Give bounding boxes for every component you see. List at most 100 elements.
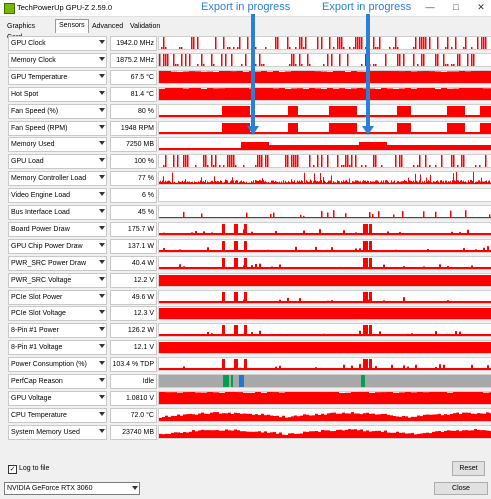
sensor-label-dropdown[interactable]: Memory Clock bbox=[8, 52, 107, 68]
sensor-label: Power Consumption (%) bbox=[11, 361, 87, 369]
sensor-label-dropdown[interactable]: PCIe Slot Power bbox=[8, 289, 107, 305]
chevron-down-icon bbox=[99, 107, 105, 112]
sensor-graph bbox=[158, 205, 491, 219]
sensor-label-dropdown[interactable]: 8-Pin #1 Power bbox=[8, 323, 107, 339]
sensor-row: 8-Pin #1 Power 126.2 W bbox=[6, 323, 491, 339]
sensor-label-dropdown[interactable]: PWR_SRC Voltage bbox=[8, 272, 107, 288]
sensor-row: PCIe Slot Power 49.6 W bbox=[6, 289, 491, 305]
sensor-value-box: 72.0 °C bbox=[110, 407, 157, 423]
sensor-label: Fan Speed (%) bbox=[11, 107, 59, 115]
tab-graphics-card[interactable]: Graphics Card bbox=[7, 23, 36, 41]
export-annotation: Export in progress bbox=[322, 1, 412, 13]
chevron-down-icon bbox=[99, 394, 105, 399]
sensor-label: Memory Controller Load bbox=[11, 175, 87, 183]
sensor-graph bbox=[158, 36, 491, 50]
sensor-label-dropdown[interactable]: Fan Speed (RPM) bbox=[8, 120, 107, 136]
sensor-graph bbox=[158, 221, 491, 236]
chevron-down-icon bbox=[99, 378, 105, 382]
sensor-row: PWR_SRC Voltage 12.2 V bbox=[6, 272, 491, 288]
sensor-label: PWR_SRC Power Draw bbox=[11, 259, 87, 267]
chevron-down-icon bbox=[99, 175, 105, 180]
sensor-row: Bus Interface Load 45 % bbox=[6, 205, 491, 220]
sensor-label: GPU Clock bbox=[11, 40, 46, 47]
sensor-value-box: 6 % bbox=[110, 188, 157, 204]
chevron-down-icon bbox=[99, 310, 105, 315]
checkbox-box[interactable]: ✓ bbox=[8, 465, 17, 474]
tab-advanced[interactable]: Advanced bbox=[92, 23, 124, 30]
sensor-value: 12.1 V bbox=[133, 344, 154, 352]
chevron-down-icon bbox=[99, 428, 105, 433]
sensor-label-dropdown[interactable]: Fan Speed (%) bbox=[8, 103, 107, 119]
sensor-graph bbox=[158, 154, 491, 169]
sensor-label-dropdown[interactable]: Power Consumption (%) bbox=[8, 357, 107, 373]
sensor-label-dropdown[interactable]: PCIe Slot Voltage bbox=[8, 306, 107, 322]
tab-sensors[interactable]: Sensors bbox=[55, 19, 89, 33]
sensor-label-dropdown[interactable]: Video Engine Load bbox=[8, 188, 107, 204]
chevron-down-icon bbox=[99, 56, 105, 61]
sensor-value-box: 49.6 W bbox=[110, 289, 157, 305]
sensor-label: 8-Pin #1 Power bbox=[11, 327, 59, 335]
sensor-label: Board Power Draw bbox=[11, 225, 70, 233]
sensor-label-dropdown[interactable]: PerfCap Reason bbox=[8, 374, 107, 389]
sensor-label: Video Engine Load bbox=[11, 192, 71, 200]
reset-button[interactable]: Reset bbox=[452, 461, 485, 476]
sensor-row: PerfCap Reason Idle bbox=[6, 374, 491, 389]
chevron-down-icon bbox=[99, 225, 105, 230]
sensor-value: 23740 MB bbox=[122, 428, 154, 436]
sensor-label-dropdown[interactable]: GPU Voltage bbox=[8, 390, 107, 406]
sensor-value-box: 12.1 V bbox=[110, 340, 157, 356]
sensor-label-dropdown[interactable]: GPU Clock bbox=[8, 36, 107, 51]
sensor-value-box: 67.5 °C bbox=[110, 69, 157, 85]
sensor-value-box: 175.7 W bbox=[110, 221, 157, 237]
sensor-label-dropdown[interactable]: Board Power Draw bbox=[8, 221, 107, 237]
sensor-label-dropdown[interactable]: PWR_SRC Power Draw bbox=[8, 255, 107, 271]
sensor-value: 137.1 W bbox=[127, 242, 154, 250]
sensor-row: Board Power Draw 175.7 W bbox=[6, 221, 491, 237]
sensor-label-dropdown[interactable]: GPU Temperature bbox=[8, 69, 107, 85]
sensor-label-dropdown[interactable]: System Memory Used bbox=[8, 424, 107, 440]
sensor-label-dropdown[interactable]: CPU Temperature bbox=[8, 407, 107, 423]
gpuz-app-icon bbox=[4, 3, 15, 14]
sensor-row: Memory Used 7250 MB bbox=[6, 137, 491, 153]
sensor-value: 103.4 % TDP bbox=[112, 361, 154, 369]
sensor-label: GPU Load bbox=[11, 158, 44, 166]
sensor-label-dropdown[interactable]: GPU Load bbox=[8, 154, 107, 170]
sensor-value: 45 % bbox=[138, 209, 154, 216]
maximize-icon[interactable]: □ bbox=[453, 2, 459, 12]
sensor-graph bbox=[158, 52, 491, 67]
sensor-label-dropdown[interactable]: Hot Spot bbox=[8, 86, 107, 102]
sensor-label-dropdown[interactable]: Memory Used bbox=[8, 137, 107, 153]
sensor-row: Video Engine Load 6 % bbox=[6, 188, 491, 204]
sensor-value: 12.2 V bbox=[133, 276, 154, 284]
sensor-label-dropdown[interactable]: GPU Chip Power Draw bbox=[8, 238, 107, 254]
close-icon[interactable]: ✕ bbox=[477, 2, 485, 12]
sensor-value: 1948 RPM bbox=[120, 124, 154, 132]
sensor-label-dropdown[interactable]: 8-Pin #1 Voltage bbox=[8, 340, 107, 356]
sensor-label-dropdown[interactable]: Bus Interface Load bbox=[8, 205, 107, 220]
sensor-value-box: 103.4 % TDP bbox=[110, 357, 157, 373]
sensor-value: 7250 MB bbox=[125, 141, 154, 149]
sensor-label-dropdown[interactable]: Memory Controller Load bbox=[8, 171, 107, 187]
tab-validation[interactable]: Validation bbox=[130, 23, 161, 30]
sensor-label: Hot Spot bbox=[11, 90, 39, 98]
chevron-down-icon bbox=[99, 344, 105, 349]
chevron-down-icon bbox=[99, 327, 105, 332]
sensor-label: PerfCap Reason bbox=[11, 378, 63, 385]
sensor-graph bbox=[158, 323, 491, 338]
sensor-row: GPU Load 100 % bbox=[6, 154, 491, 170]
close-button[interactable]: Close bbox=[434, 482, 488, 495]
sensor-row: GPU Voltage 1.0810 V bbox=[6, 390, 491, 406]
sensor-value: 81.4 °C bbox=[130, 90, 154, 98]
sensor-graph bbox=[158, 357, 491, 372]
gpu-select[interactable]: NVIDIA GeForce RTX 3060 bbox=[4, 482, 140, 495]
sensor-value-box: Idle bbox=[110, 374, 157, 389]
minimize-icon[interactable]: — bbox=[425, 2, 435, 12]
sensor-row: GPU Temperature 67.5 °C bbox=[6, 69, 491, 85]
sensor-value-box: 1.0810 V bbox=[110, 390, 157, 406]
window-title: TechPowerUp GPU-Z 2.59.0 bbox=[17, 3, 113, 12]
sensor-graph bbox=[158, 306, 491, 321]
sensor-label: PCIe Slot Power bbox=[11, 293, 63, 301]
sensor-label: Memory Used bbox=[11, 141, 55, 149]
sensor-value-box: 45 % bbox=[110, 205, 157, 220]
sensor-row: PWR_SRC Power Draw 40.4 W bbox=[6, 255, 491, 271]
